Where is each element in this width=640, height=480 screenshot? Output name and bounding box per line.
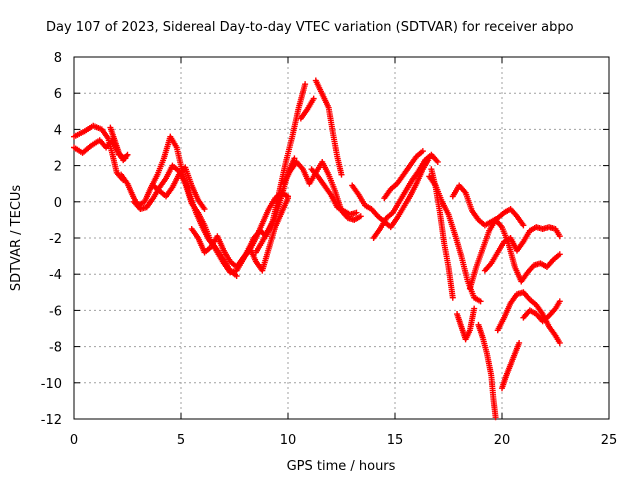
y-tick-label: -2 xyxy=(49,232,62,247)
y-tick-label: -4 xyxy=(49,268,62,283)
data-point xyxy=(492,414,499,421)
series-track xyxy=(428,166,456,301)
axis-ticks: 0 5 10 15 20 25 -12 -10 -8 -6 -4 -2 0 2 4 6 8 xyxy=(41,51,618,448)
series-track xyxy=(381,148,426,202)
data-point xyxy=(201,206,208,213)
data-point xyxy=(477,298,484,305)
chart-title: Day 107 of 2023, Sidereal Day-to-day VTE… xyxy=(46,20,574,35)
y-tick-label: 2 xyxy=(54,160,62,175)
data-point xyxy=(310,95,317,102)
data-point xyxy=(449,294,456,301)
data-point xyxy=(233,273,240,280)
data-point xyxy=(520,222,527,229)
series-track xyxy=(466,216,563,292)
data-point xyxy=(556,233,563,240)
data-point xyxy=(338,171,345,178)
data-point xyxy=(124,151,131,158)
data-point xyxy=(516,339,523,346)
data-point xyxy=(556,298,563,305)
series-track xyxy=(107,124,131,164)
data-point xyxy=(419,148,426,155)
x-tick-label: 25 xyxy=(601,433,618,448)
y-tick-label: -6 xyxy=(49,304,62,319)
y-tick-label: 6 xyxy=(54,87,62,102)
y-tick-label: -12 xyxy=(41,413,62,428)
x-tick-label: 15 xyxy=(387,433,404,448)
data-point xyxy=(291,155,298,162)
series-track xyxy=(426,173,484,305)
series-track xyxy=(370,151,441,241)
y-tick-label: 4 xyxy=(54,123,62,138)
x-tick-label: 10 xyxy=(280,433,297,448)
series-track xyxy=(150,164,208,213)
x-tick-label: 0 xyxy=(70,433,78,448)
series-track xyxy=(454,305,478,343)
data-point xyxy=(471,305,478,312)
y-tick-label: -8 xyxy=(49,341,62,356)
data-point xyxy=(353,209,360,216)
series-track xyxy=(499,339,523,392)
series-track xyxy=(481,224,563,274)
data-point xyxy=(556,251,563,258)
series-track xyxy=(475,321,499,421)
data-point xyxy=(434,158,441,165)
series-track xyxy=(308,166,360,218)
series-track xyxy=(449,182,527,229)
series-track xyxy=(520,298,563,325)
grid xyxy=(74,57,609,419)
y-tick-label: 8 xyxy=(54,51,62,66)
x-tick-label: 5 xyxy=(177,433,185,448)
data-point xyxy=(302,81,309,88)
series-track xyxy=(297,95,317,122)
y-tick-label: -10 xyxy=(41,377,62,392)
y-tick-label: 0 xyxy=(54,196,62,211)
y-axis-label: SDTVAR / TECUs xyxy=(9,185,24,292)
data-point xyxy=(285,193,291,200)
x-axis-label: GPS time / hours xyxy=(287,459,396,474)
x-tick-label: 20 xyxy=(494,433,511,448)
data-point xyxy=(357,213,364,220)
data-markers xyxy=(71,77,563,421)
series-track xyxy=(494,289,563,346)
data-point xyxy=(556,339,563,346)
series-track xyxy=(312,77,345,178)
series-track xyxy=(280,158,364,223)
